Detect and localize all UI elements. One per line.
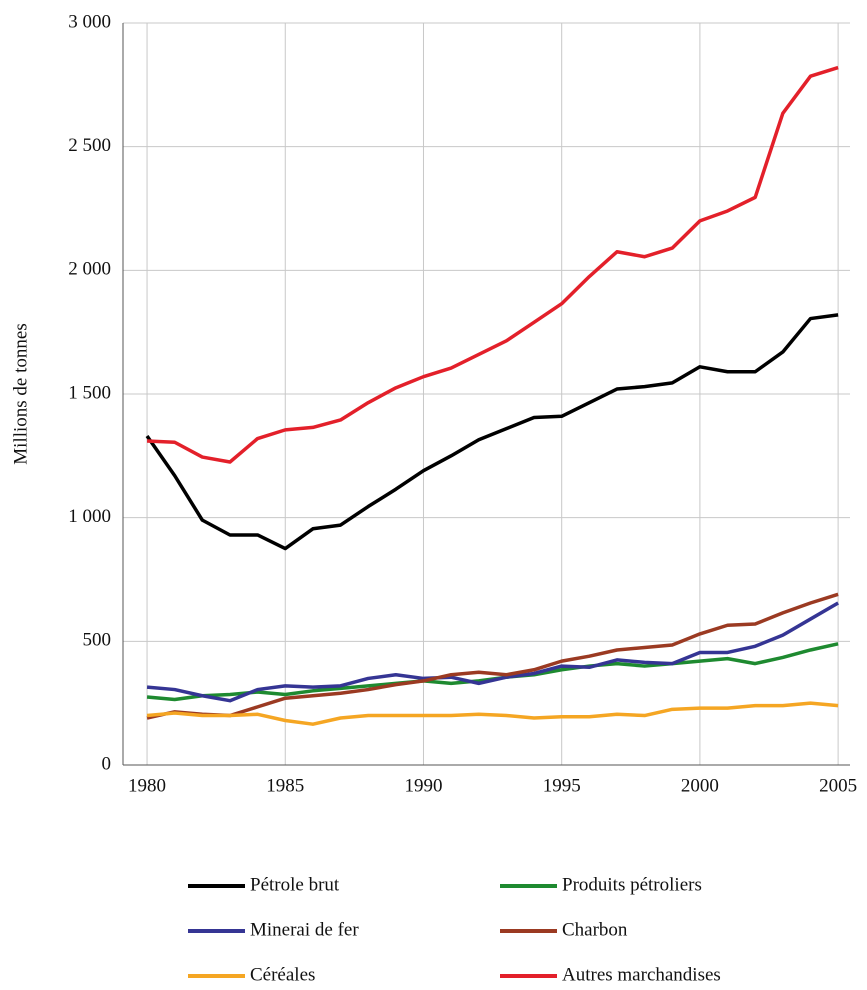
legend-label: Autres marchandises — [562, 964, 721, 985]
legend-label: Produits pétroliers — [562, 874, 702, 895]
y-axis-label: Millions de tonnes — [10, 323, 31, 464]
legend-label: Pétrole brut — [250, 874, 340, 895]
legend-label: Céréales — [250, 964, 315, 985]
y-tick-label: 3 000 — [68, 11, 111, 32]
y-tick-label: 2 000 — [68, 259, 111, 280]
x-tick-label: 2000 — [681, 775, 719, 796]
legend-label: Minerai de fer — [250, 919, 359, 940]
x-tick-label: 1995 — [543, 775, 581, 796]
series-line — [145, 313, 839, 551]
y-tick-label: 1 500 — [68, 382, 111, 403]
x-tick-label: 2005 — [819, 775, 857, 796]
y-tick-label: 0 — [102, 753, 112, 774]
x-tick-label: 1985 — [266, 775, 304, 796]
x-tick-label: 1980 — [128, 775, 166, 796]
x-tick-label: 1990 — [404, 775, 442, 796]
series-line — [146, 701, 839, 726]
series-line — [146, 601, 839, 703]
series-line — [146, 65, 839, 464]
legend-label: Charbon — [562, 919, 628, 940]
series-line — [146, 592, 839, 720]
y-tick-label: 500 — [83, 630, 112, 651]
y-tick-label: 2 500 — [68, 135, 111, 156]
y-tick-label: 1 000 — [68, 506, 111, 527]
